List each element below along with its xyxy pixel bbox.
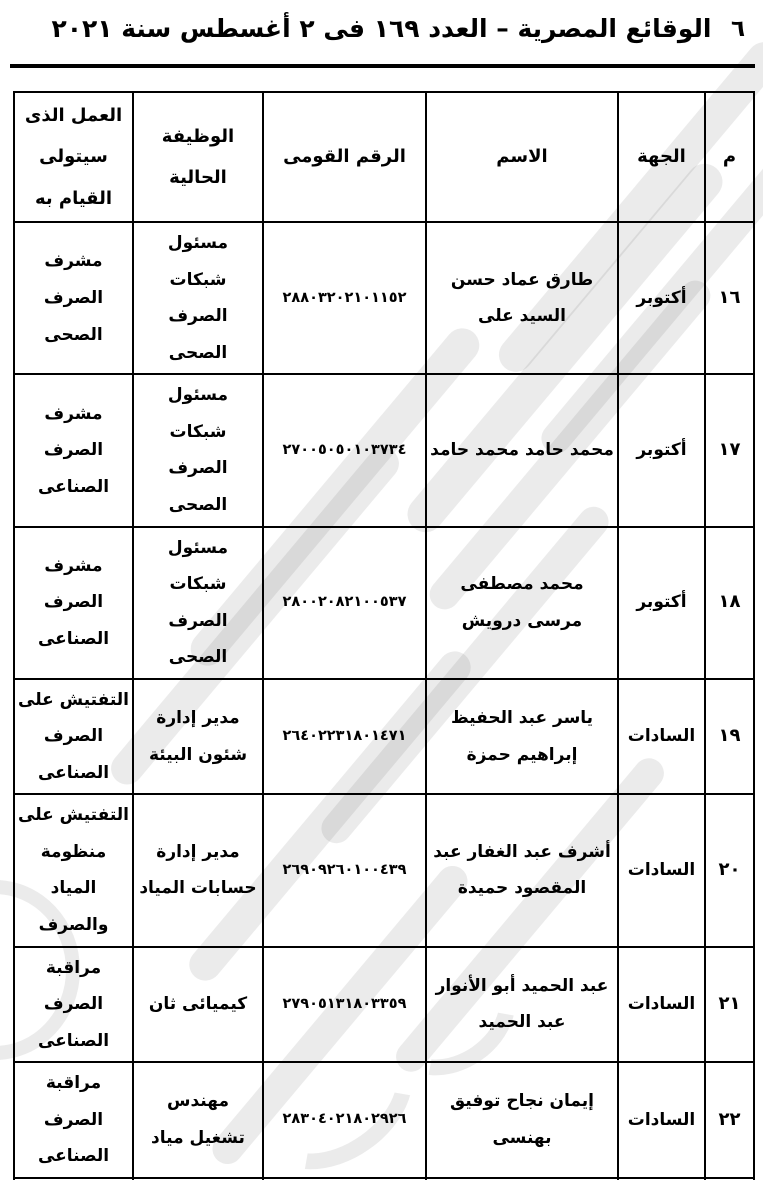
cell-new-work: التفتيش على الصرف الصناعى [13, 677, 134, 796]
table-row: ٢٣ الشروق محمد صلاح الدين محمد ٢٨٣٠٤٢٥١٣… [13, 1176, 755, 1180]
header-divider [10, 64, 755, 68]
cell-serial: ٢١ [704, 945, 755, 1064]
cell-serial: ١٩ [704, 677, 755, 796]
cell-entity: أكتوبر [617, 525, 706, 680]
col-header-national-id: الرقم القومى [262, 90, 427, 224]
cell-serial: ١٦ [704, 221, 755, 376]
cell-national-id: ٢٨٣٠٤٢٥١٣٠٠٧٣٣ [262, 1176, 427, 1180]
cell-serial: ٢٠ [704, 793, 755, 948]
cell-national-id: ٢٧٠٠٥٠٥٠١٠٣٧٣٤ [262, 373, 427, 528]
cell-entity: السادات [617, 677, 706, 796]
table-row: ١٧ أكتوبر محمد حامد محمد حامد ٢٧٠٠٥٠٥٠١٠… [13, 373, 755, 528]
cell-entity: السادات [617, 793, 706, 948]
col-header-serial: م [704, 90, 755, 224]
cell-name: محمد حامد محمد حامد [425, 373, 619, 528]
cell-current-job: مسئول شبكات الصرف الصحى [132, 525, 264, 680]
cell-name: عبد الحميد أبو الأنوار عبد الحميد [425, 945, 619, 1064]
cell-current-job: كيميائى ثان [132, 945, 264, 1064]
table-row: ١٨ أكتوبر محمد مصطفى مرسى درويش ٢٨٠٠٢٠٨٢… [13, 525, 755, 680]
cell-new-work: مدير إدارة التنمية والبيئة [13, 1176, 134, 1180]
table-row: ٢٢ السادات إيمان نجاح توفيق بهنسى ٢٨٣٠٤٠… [13, 1061, 755, 1179]
cell-current-job: مهندس تشغيل مياد [132, 1061, 264, 1179]
col-header-current-job: الوظيفة الحالية [132, 90, 264, 224]
table-row: ١٩ السادات ياسر عبد الحفيظ إبراهيم حمزة … [13, 677, 755, 796]
cell-name: إيمان نجاح توفيق بهنسى [425, 1061, 619, 1179]
cell-new-work: مشرف الصرف الصحى [13, 221, 134, 376]
cell-serial: ١٨ [704, 525, 755, 680]
page-header: الوقائع المصرية – العدد ١٦٩ فى ٢ أغسطس س… [0, 0, 763, 58]
cell-current-job: مدير إدارة شئون البيئة [132, 677, 264, 796]
cell-name: طارق عماد حسن السيد على [425, 221, 619, 376]
cell-current-job: كيميائى [132, 1176, 264, 1180]
col-header-name: الاسم [425, 90, 619, 224]
cell-name: محمد صلاح الدين محمد [425, 1176, 619, 1180]
cell-name: أشرف عبد الغفار عبد المقصود حميدة [425, 793, 619, 948]
cell-entity: السادات [617, 945, 706, 1064]
cell-new-work: مراقبة الصرف الصناعى [13, 945, 134, 1064]
col-header-new-work: العمل الذى سيتولى القيام به [13, 90, 134, 224]
cell-national-id: ٢٦٩٠٩٢٦٠١٠٠٤٣٩ [262, 793, 427, 948]
cell-national-id: ٢٨٠٠٢٠٨٢١٠٠٥٣٧ [262, 525, 427, 680]
cell-new-work: مشرف الصرف الصناعى [13, 525, 134, 680]
cell-national-id: ٢٨٣٠٤٠٢١٨٠٢٩٢٦ [262, 1061, 427, 1179]
table-row: ٢١ السادات عبد الحميد أبو الأنوار عبد ال… [13, 945, 755, 1064]
cell-entity: أكتوبر [617, 373, 706, 528]
cell-name: ياسر عبد الحفيظ إبراهيم حمزة [425, 677, 619, 796]
table-row: ١٦ أكتوبر طارق عماد حسن السيد على ٢٨٨٠٣٢… [13, 221, 755, 376]
cell-national-id: ٢٦٤٠٢٢٣١٨٠١٤٧١ [262, 677, 427, 796]
cell-serial: ٢٣ [704, 1176, 755, 1180]
cell-serial: ٢٢ [704, 1061, 755, 1179]
page-title: الوقائع المصرية – العدد ١٦٩ فى ٢ أغسطس س… [51, 14, 712, 43]
cell-entity: أكتوبر [617, 221, 706, 376]
table-header-row: م الجهة الاسم الرقم القومى الوظيفة الحال… [13, 90, 755, 224]
cell-national-id: ٢٧٩٠٥١٣١٨٠٣٣٥٩ [262, 945, 427, 1064]
col-header-entity: الجهة [617, 90, 706, 224]
cell-name: محمد مصطفى مرسى درويش [425, 525, 619, 680]
cell-new-work: مشرف الصرف الصناعى [13, 373, 134, 528]
cell-national-id: ٢٨٨٠٣٢٠٢١٠١١٥٢ [262, 221, 427, 376]
cell-current-job: مسئول شبكات الصرف الصحى [132, 373, 264, 528]
cell-new-work: مراقبة الصرف الصناعى [13, 1061, 134, 1179]
cell-entity: السادات [617, 1061, 706, 1179]
cell-new-work: التفتيش على منظومة المياد والصرف [13, 793, 134, 948]
table-row: ٢٠ السادات أشرف عبد الغفار عبد المقصود ح… [13, 793, 755, 948]
cell-current-job: مدير إدارة حسابات المياد [132, 793, 264, 948]
page-number: ٦ [730, 16, 745, 42]
appointments-table: م الجهة الاسم الرقم القومى الوظيفة الحال… [13, 90, 755, 1180]
cell-current-job: مسئول شبكات الصرف الصحى [132, 221, 264, 376]
cell-serial: ١٧ [704, 373, 755, 528]
cell-entity: الشروق [617, 1176, 706, 1180]
